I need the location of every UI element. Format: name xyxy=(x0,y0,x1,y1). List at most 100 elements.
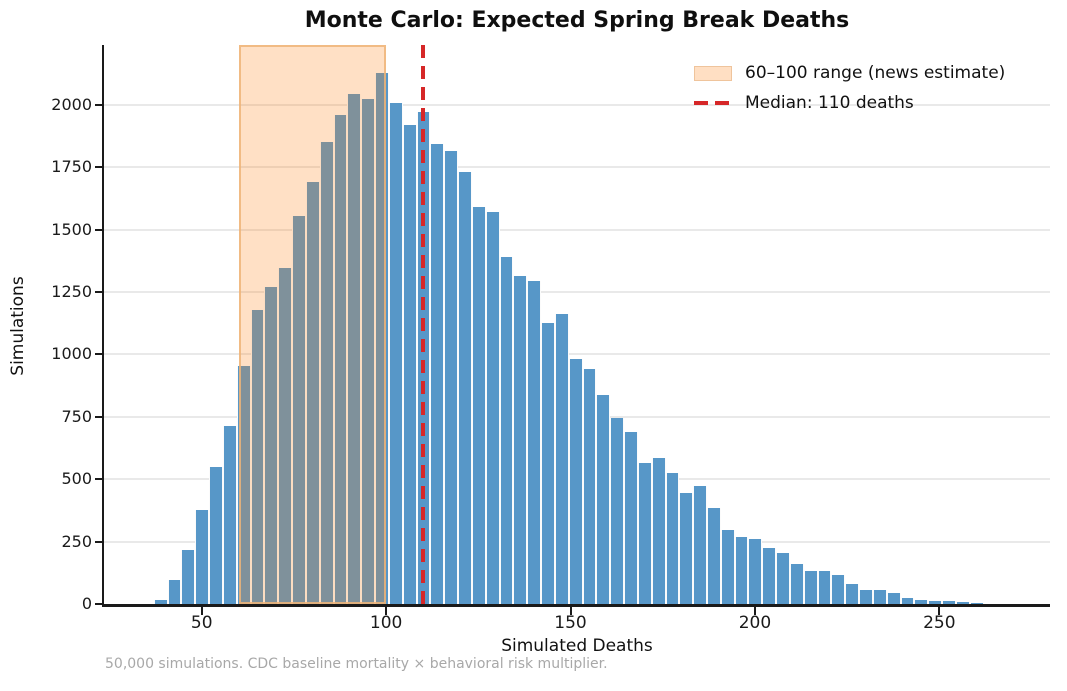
chart-title: Monte Carlo: Expected Spring Break Death… xyxy=(304,8,850,33)
y-tick-mark xyxy=(95,103,103,106)
histogram-bar xyxy=(803,570,818,604)
y-tick-mark xyxy=(95,291,103,294)
histogram-bar xyxy=(900,597,915,604)
gridline xyxy=(104,228,1050,231)
histogram-bar xyxy=(278,268,293,604)
histogram-bar xyxy=(610,418,625,604)
legend: 60–100 range (news estimate) Median: 110… xyxy=(694,58,1005,118)
y-tick-label: 250 xyxy=(61,531,92,551)
histogram-bar xyxy=(167,580,182,604)
histogram-bar xyxy=(955,602,970,604)
gridline xyxy=(104,103,1050,106)
y-tick-mark xyxy=(95,415,103,418)
plot-area xyxy=(104,45,1050,604)
histogram-bar xyxy=(734,536,749,604)
histogram-bar xyxy=(319,141,334,604)
x-tick-label: 150 xyxy=(554,613,587,633)
y-tick-label: 500 xyxy=(61,469,92,489)
x-axis-label: Simulated Deaths xyxy=(501,636,653,656)
x-tick-label: 50 xyxy=(190,613,213,633)
histogram-bar xyxy=(305,181,320,604)
histogram-bar xyxy=(748,538,763,604)
gridline xyxy=(104,353,1050,356)
y-tick-label: 1500 xyxy=(51,219,92,239)
histogram-bar xyxy=(444,150,459,604)
histogram-bar xyxy=(402,125,417,604)
histogram-bar xyxy=(222,425,237,604)
histogram-bar xyxy=(637,462,652,604)
histogram-bar xyxy=(872,590,887,604)
median-line xyxy=(421,45,426,604)
histogram-bar xyxy=(264,287,279,604)
range-patch-swatch xyxy=(694,65,732,81)
histogram-bar xyxy=(762,548,777,604)
histogram-bar xyxy=(582,369,597,604)
histogram-bar xyxy=(430,143,445,604)
y-tick-label: 1000 xyxy=(51,344,92,364)
histogram-bar xyxy=(333,114,348,604)
y-tick-mark xyxy=(95,603,103,605)
histogram-bar xyxy=(624,431,638,604)
histogram-bar xyxy=(527,280,542,604)
y-tick-label: 1750 xyxy=(51,157,92,177)
histogram-bar xyxy=(651,457,666,604)
histogram-bar xyxy=(181,550,196,604)
histogram-bar xyxy=(693,485,707,604)
y-tick-mark xyxy=(95,228,103,231)
histogram-bar xyxy=(471,206,486,604)
histogram-bar xyxy=(969,603,984,604)
x-tick-mark xyxy=(569,607,572,615)
histogram-bar xyxy=(679,492,694,604)
histogram-bar xyxy=(596,395,611,604)
y-tick-mark xyxy=(95,353,103,356)
news-estimate-range-overlay xyxy=(238,45,387,604)
histogram-bar xyxy=(845,584,860,604)
histogram-bar xyxy=(499,256,514,604)
histogram-bar xyxy=(458,172,472,604)
x-tick-mark xyxy=(385,607,388,615)
gridline xyxy=(104,166,1050,169)
histogram-bar xyxy=(942,600,956,604)
x-tick-label: 100 xyxy=(369,613,403,633)
histogram-bar xyxy=(361,98,376,604)
x-tick-label: 200 xyxy=(738,613,772,633)
histogram-bar xyxy=(707,508,721,604)
histogram-bar xyxy=(665,472,680,604)
histogram-bar xyxy=(928,601,943,604)
histogram-bar xyxy=(195,510,210,604)
legend-item-range: 60–100 range (news estimate) xyxy=(694,58,1005,88)
histogram-bar xyxy=(831,575,846,604)
x-tick-mark xyxy=(200,607,203,615)
y-tick-label: 750 xyxy=(61,406,92,426)
histogram-bar xyxy=(513,276,528,604)
histogram-bar xyxy=(859,590,873,604)
histogram-bar xyxy=(292,215,306,604)
x-axis-spine xyxy=(102,604,1050,607)
histogram-bar xyxy=(720,530,735,604)
y-tick-label: 0 xyxy=(81,594,92,613)
histogram-bar xyxy=(568,359,583,604)
histogram-bar xyxy=(541,322,555,604)
y-tick-mark xyxy=(95,540,103,543)
y-tick-mark xyxy=(95,166,103,169)
x-tick-mark xyxy=(938,607,941,615)
y-tick-label: 1250 xyxy=(51,282,92,302)
footnote: 50,000 simulations. CDC baseline mortali… xyxy=(105,656,608,672)
y-axis-spine xyxy=(102,45,104,606)
histogram-bar xyxy=(209,466,223,604)
histogram-bar xyxy=(485,211,500,604)
x-tick-label: 250 xyxy=(923,613,956,633)
legend-item-median: Median: 110 deaths xyxy=(694,88,1005,118)
histogram-bar xyxy=(388,102,403,604)
y-tick-mark xyxy=(95,478,103,481)
histogram-bar xyxy=(914,599,929,604)
legend-range-label: 60–100 range (news estimate) xyxy=(745,63,1006,83)
histogram-bar xyxy=(776,553,790,604)
histogram-bar xyxy=(886,592,901,604)
median-dash-swatch xyxy=(694,101,732,105)
histogram-bar xyxy=(153,600,168,604)
gridline xyxy=(104,291,1050,294)
histogram-bar xyxy=(554,314,569,604)
legend-median-label: Median: 110 deaths xyxy=(745,93,914,113)
